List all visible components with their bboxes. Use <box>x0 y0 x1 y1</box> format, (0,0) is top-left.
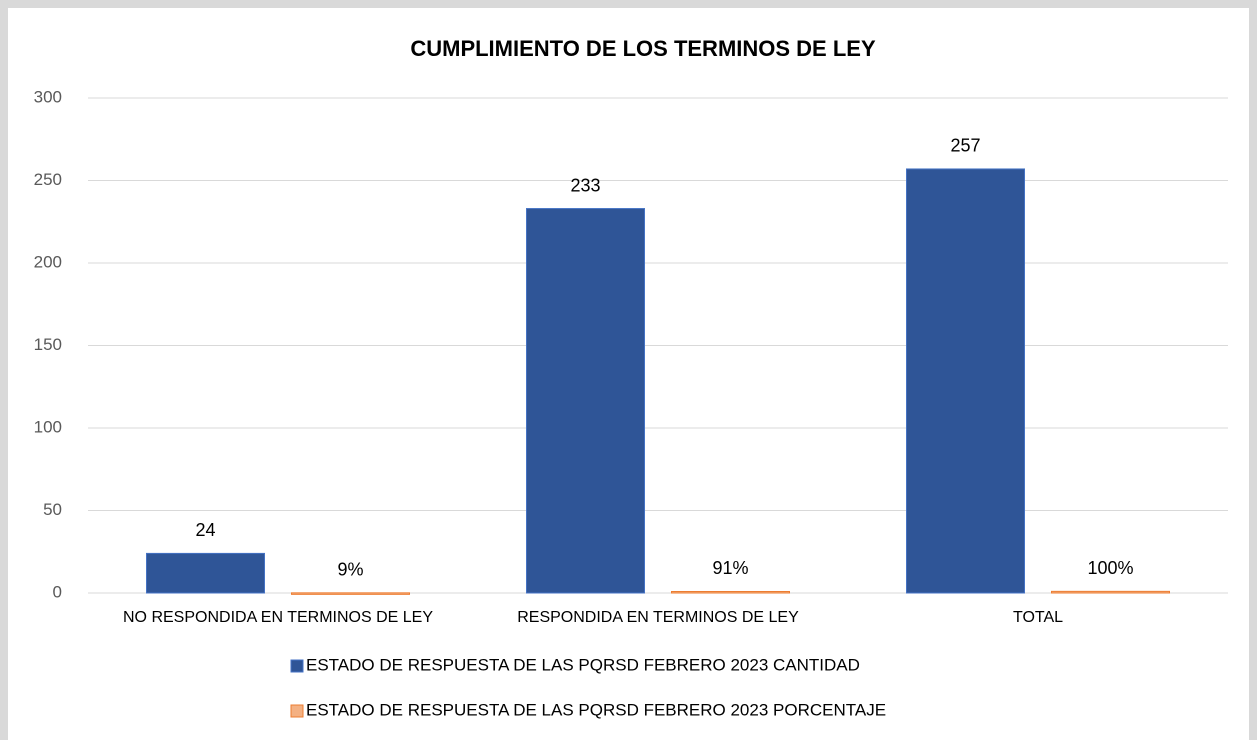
y-tick-label: 100 <box>34 417 62 436</box>
data-label: 100% <box>1087 558 1133 578</box>
legend-label: ESTADO DE RESPUESTA DE LAS PQRSD FEBRERO… <box>306 700 886 719</box>
bar <box>906 168 1025 594</box>
legend-swatch <box>290 659 304 673</box>
y-tick-label: 150 <box>34 335 62 354</box>
legend-label: ESTADO DE RESPUESTA DE LAS PQRSD FEBRERO… <box>306 655 860 674</box>
data-label: 9% <box>337 560 363 580</box>
y-tick-label: 0 <box>53 582 62 601</box>
bar <box>671 590 790 594</box>
data-label: 91% <box>712 558 748 578</box>
bar <box>526 208 645 594</box>
x-tick-label: TOTAL <box>1013 609 1063 626</box>
bar <box>146 552 265 594</box>
bar <box>291 592 410 595</box>
data-label: 24 <box>195 520 215 540</box>
data-label: 257 <box>950 136 980 156</box>
legend-swatch <box>290 704 304 718</box>
y-tick-label: 300 <box>34 87 62 106</box>
x-tick-label: RESPONDIDA EN TERMINOS DE LEY <box>517 609 799 626</box>
data-label: 233 <box>570 175 600 195</box>
bar <box>1051 590 1170 594</box>
y-tick-label: 250 <box>34 170 62 189</box>
y-tick-label: 200 <box>34 252 62 271</box>
y-tick-label: 50 <box>43 500 62 519</box>
x-tick-label: NO RESPONDIDA EN TERMINOS DE LEY <box>123 609 433 626</box>
chart-title: CUMPLIMIENTO DE LOS TERMINOS DE LEY <box>410 36 876 61</box>
